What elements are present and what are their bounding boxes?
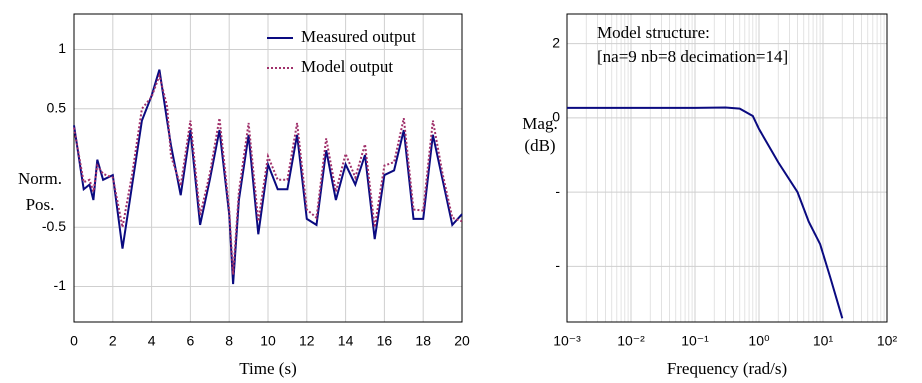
series-line: [73, 69, 463, 285]
x-axis-label: Time (s): [239, 359, 296, 378]
x-tick-label: 10: [260, 333, 276, 349]
y-axis-label: Mag.: [522, 114, 557, 133]
y-tick-label: -: [555, 257, 560, 273]
x-tick-label: 10⁻²: [617, 333, 645, 349]
series-line: [567, 106, 844, 319]
legend-label: Model output: [301, 57, 393, 76]
x-tick-label: 4: [148, 333, 156, 349]
y-axis-label: Norm.: [18, 169, 62, 188]
y-tick-label: 0.5: [47, 99, 67, 115]
x-tick-label: 20: [454, 333, 470, 349]
x-tick-label: 14: [338, 333, 354, 349]
y-tick-label: 0: [552, 109, 560, 125]
x-tick-label: 12: [299, 333, 315, 349]
x-tick-label: 0: [70, 333, 78, 349]
x-tick-label: 8: [225, 333, 233, 349]
legend-label: Measured output: [301, 27, 416, 46]
y-axis-label: Pos.: [26, 195, 55, 214]
x-axis-label: Frequency (rad/s): [667, 359, 787, 378]
x-tick-label: 18: [415, 333, 431, 349]
x-tick-label: 10⁻¹: [681, 333, 709, 349]
x-tick-label: 10⁻³: [553, 333, 581, 349]
y-tick-label: -: [555, 183, 560, 199]
plot-frame: [566, 13, 888, 323]
x-tick-label: 2: [109, 333, 117, 349]
y-tick-label: -1: [54, 277, 67, 293]
y-axis-label: (dB): [524, 136, 555, 155]
x-tick-label: 16: [377, 333, 393, 349]
y-tick-label: 1: [58, 40, 66, 56]
x-tick-label: 6: [187, 333, 195, 349]
annotation: Model structure:: [597, 23, 710, 42]
series-line: [73, 72, 463, 275]
x-tick-label: 10²: [877, 333, 898, 349]
x-tick-label: 10¹: [813, 333, 834, 349]
x-tick-label: 10⁰: [748, 333, 770, 349]
plot-frame: [73, 13, 463, 323]
y-tick-label: -0.5: [42, 218, 66, 234]
annotation: [na=9 nb=8 decimation=14]: [597, 47, 788, 66]
y-tick-label: 2: [552, 34, 560, 50]
